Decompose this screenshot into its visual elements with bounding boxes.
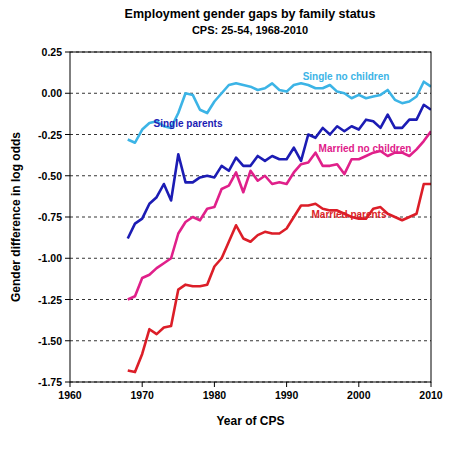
plot-frame (70, 52, 431, 382)
series-label: Married parents (311, 209, 386, 220)
x-tick (214, 382, 215, 387)
y-tick-label: 0.25 (42, 46, 63, 58)
series-label: Married no children (319, 143, 412, 154)
grid-line (70, 299, 431, 300)
series-line (128, 82, 431, 143)
grid-line (70, 93, 431, 94)
x-tick (70, 382, 71, 387)
chart: Employment gender gaps by family status C… (0, 0, 450, 450)
x-tick (142, 382, 143, 387)
x-tick-label: 1990 (275, 389, 299, 401)
x-tick-label: 1970 (131, 389, 155, 401)
x-tick-label: 2000 (347, 389, 371, 401)
y-tick-label: -0.25 (38, 129, 62, 141)
y-tick-label: -1.75 (38, 376, 62, 388)
y-tick (65, 93, 70, 94)
y-tick-label: -0.50 (38, 170, 62, 182)
y-tick (65, 217, 70, 218)
grid-line (70, 175, 431, 176)
y-tick (65, 340, 70, 341)
x-tick (431, 382, 432, 387)
y-tick-label: -1.00 (38, 252, 62, 264)
y-tick (65, 175, 70, 176)
series-line (128, 131, 431, 299)
series-label: Single no children (303, 71, 390, 82)
y-tick-label: -1.50 (38, 335, 62, 347)
y-tick-label: 0.00 (42, 87, 63, 99)
y-axis-label: Gender difference in log odds (9, 132, 23, 302)
y-tick (65, 134, 70, 135)
y-tick (65, 52, 70, 53)
x-tick-label: 2010 (419, 389, 443, 401)
grid-line (70, 258, 431, 259)
series-group (128, 82, 431, 372)
grid-line (70, 134, 431, 135)
subtitle: CPS: 25-54, 1968-2010 (192, 24, 308, 36)
x-tick-label: 1980 (203, 389, 227, 401)
x-tick (358, 382, 359, 387)
plot-area (70, 52, 431, 382)
y-tick (65, 258, 70, 259)
title: Employment gender gaps by family status (125, 7, 376, 21)
series-line (128, 105, 431, 239)
y-tick (65, 299, 70, 300)
y-tick-label: -0.75 (38, 211, 62, 223)
grid-line (70, 340, 431, 341)
series-line (128, 184, 431, 372)
y-tick-label: -1.25 (38, 294, 62, 306)
x-tick-label: 1960 (58, 389, 82, 401)
x-tick (286, 382, 287, 387)
series-label: Single parents (154, 118, 223, 129)
x-axis-label: Year of CPS (216, 414, 284, 428)
y-tick (65, 382, 70, 383)
